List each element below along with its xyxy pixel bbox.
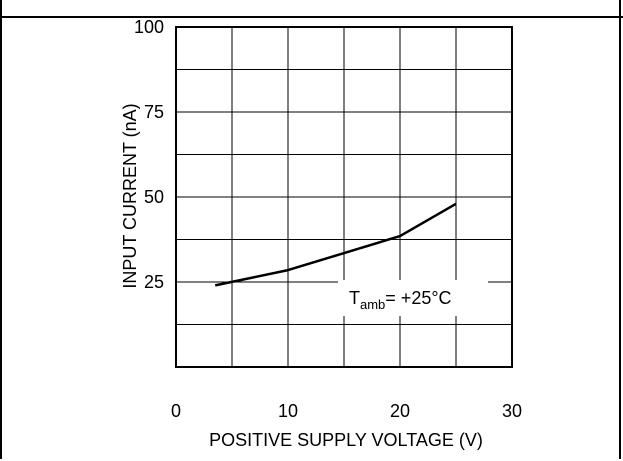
y-tick-label: 100 — [134, 17, 164, 37]
annotation-background — [338, 280, 488, 316]
annotation-rest: = +25°C — [385, 288, 451, 308]
y-tick-labels: 25 50 75 100 — [134, 17, 164, 292]
top-border — [0, 16, 623, 18]
x-tick-label: 10 — [278, 401, 298, 421]
series-layer — [214, 202, 457, 287]
plot-border — [175, 26, 513, 368]
y-tick-label: 50 — [144, 187, 164, 207]
x-tick-label: 30 — [502, 401, 522, 421]
y-axis-label: INPUT CURRENT (nA) — [120, 103, 140, 288]
y-tick-label: 25 — [144, 272, 164, 292]
x-tick-label: 20 — [390, 401, 410, 421]
y-tick-label: 75 — [144, 102, 164, 122]
x-tick-labels: 0 10 20 30 — [171, 401, 522, 421]
temperature-annotation: Tamb= +25°C — [338, 280, 488, 316]
x-tick-label: 0 — [171, 401, 181, 421]
annotation-subscript: amb — [360, 297, 385, 312]
x-axis-label: POSITIVE SUPPLY VOLTAGE (V) — [209, 430, 483, 450]
annotation-base: T — [349, 288, 360, 308]
input-current-series-line — [214, 202, 457, 287]
annotation-text: Tamb= +25°C — [349, 288, 452, 312]
